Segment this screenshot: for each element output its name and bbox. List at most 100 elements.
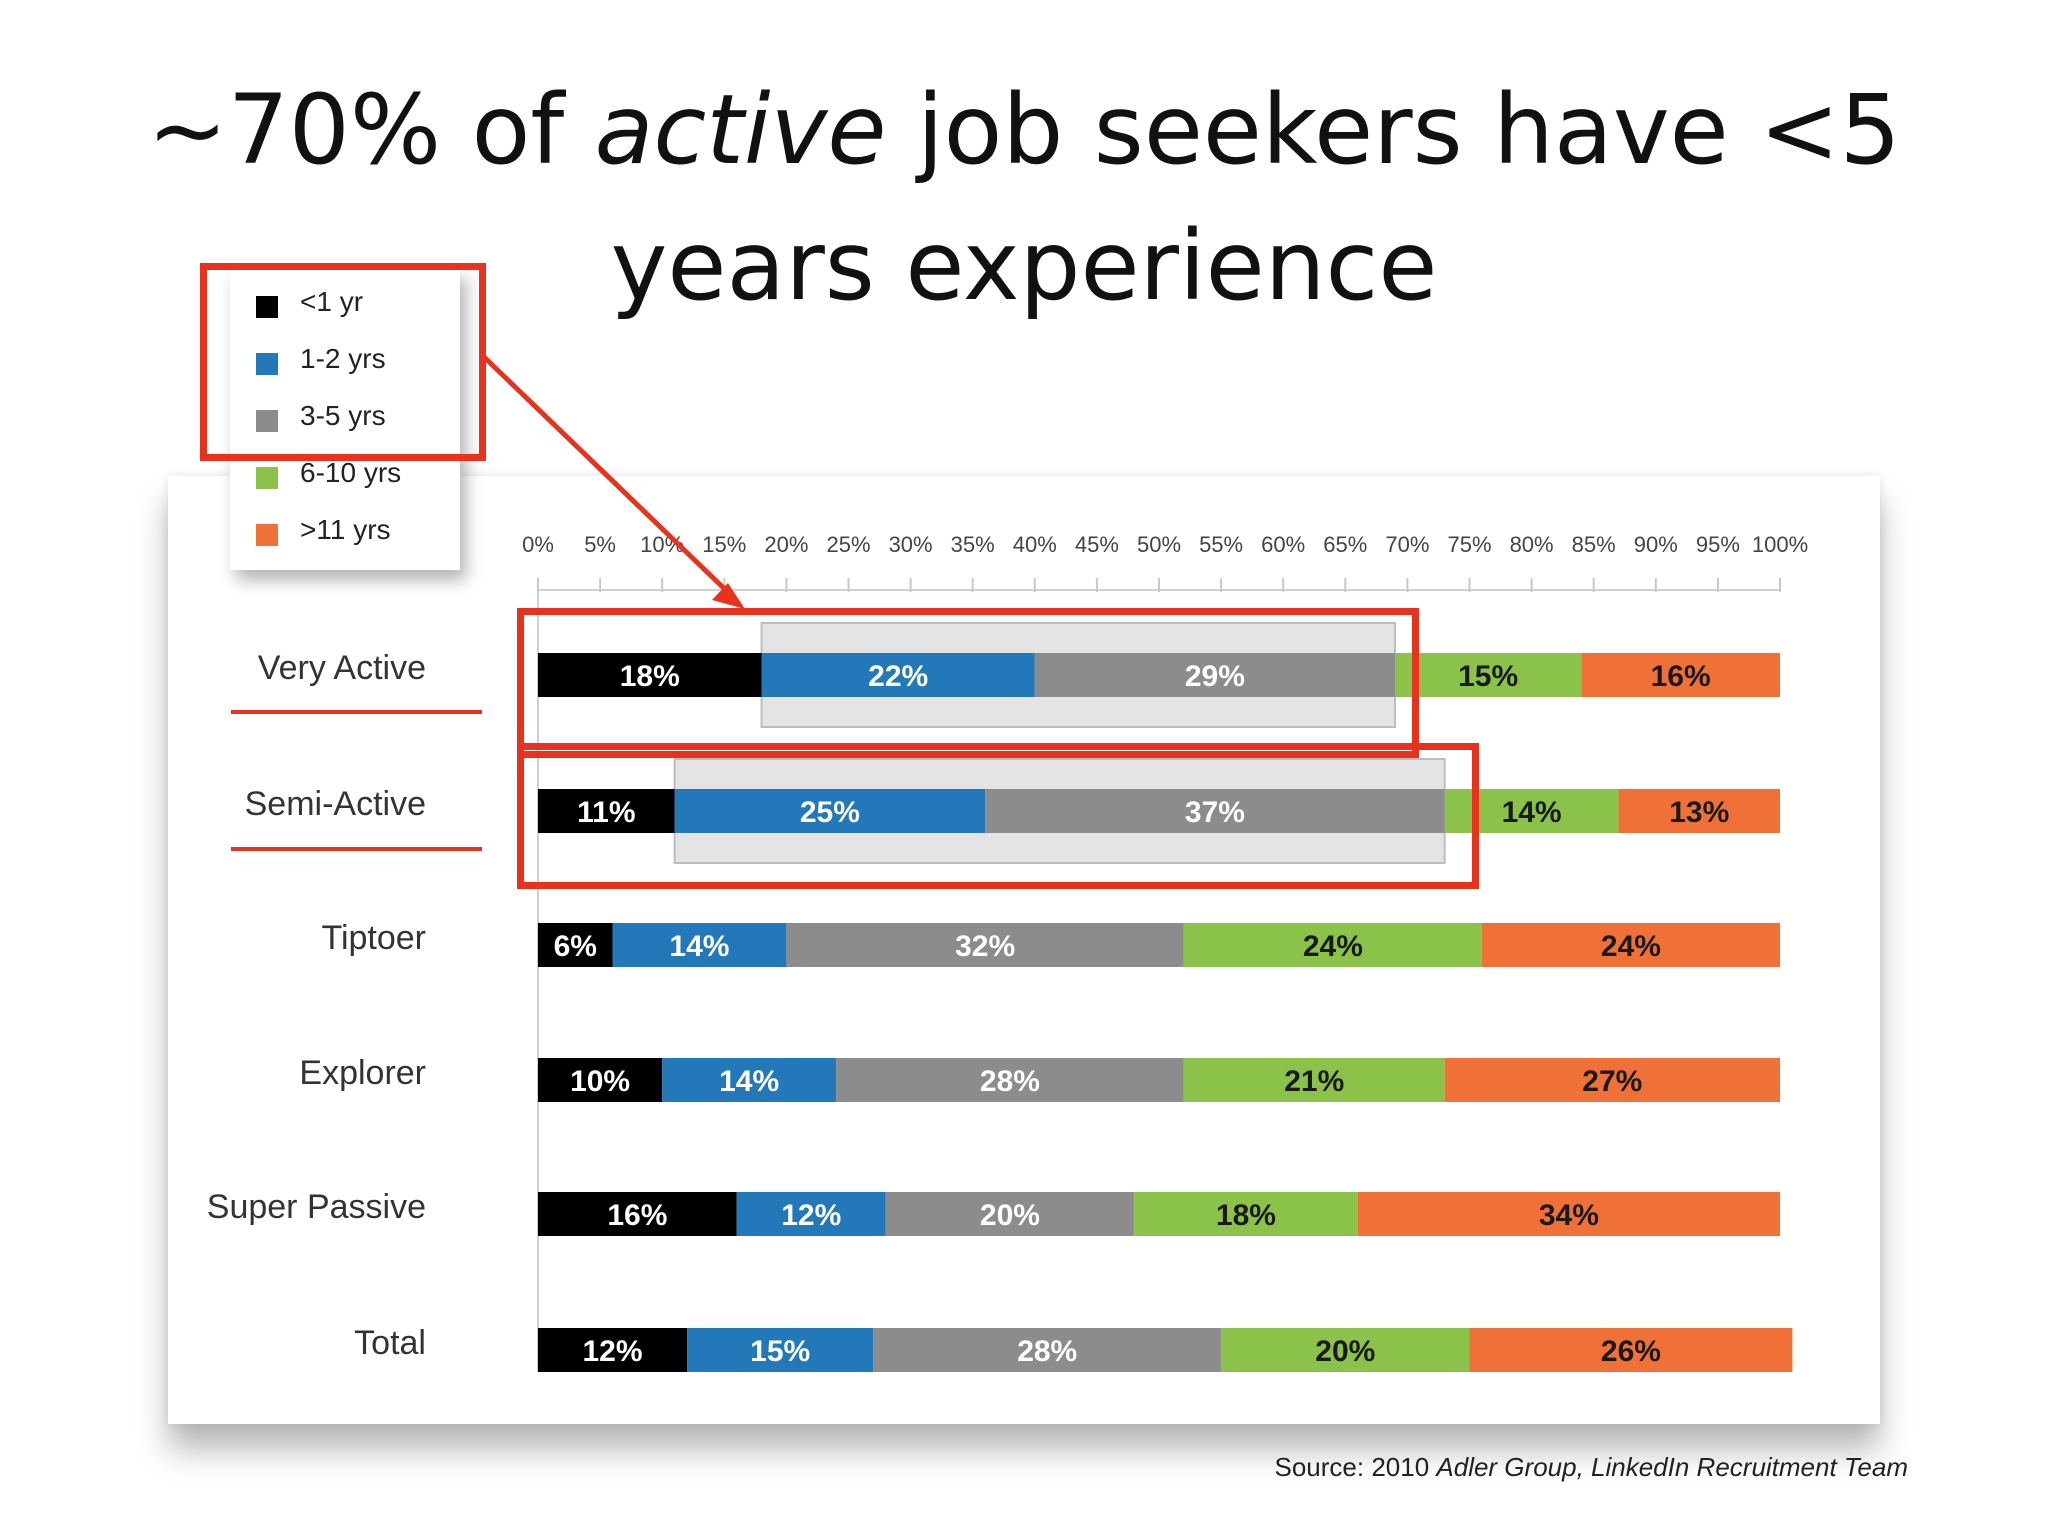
bar-segment: [1034, 653, 1395, 697]
category-label: Super Passive: [206, 1188, 426, 1226]
very-active-underline: [231, 710, 482, 714]
legend-swatch: [256, 410, 278, 432]
category-label: Tiptoer: [321, 919, 426, 957]
data-label: 22%: [868, 660, 928, 693]
category-label: Explorer: [299, 1054, 426, 1092]
bar-segment: [873, 1328, 1222, 1372]
arrow-line: [481, 354, 736, 600]
bar-segment: [761, 653, 1035, 697]
data-label: 28%: [980, 1065, 1040, 1098]
data-label: 14%: [1502, 796, 1562, 829]
x-tick-label: 100%: [1752, 532, 1808, 557]
bar-segment: [985, 789, 1445, 833]
data-label: 12%: [582, 1335, 642, 1368]
title-text-emphasis: active: [594, 74, 887, 186]
row-highlight-very-active: [517, 608, 1419, 758]
legend-label: 1-2 yrs: [300, 343, 386, 374]
source-prefix: Source: 2010: [1274, 1452, 1437, 1482]
bar-segment: [1394, 653, 1582, 697]
bar-segment: [1134, 1192, 1358, 1236]
data-label: 15%: [750, 1335, 810, 1368]
bar-segment: [538, 653, 762, 697]
data-label: 34%: [1539, 1199, 1599, 1232]
legend-swatch: [256, 524, 278, 546]
data-label: 37%: [1185, 796, 1245, 829]
bar-segment: [1481, 923, 1780, 967]
source-italic: Adler Group, LinkedIn Recruitment Team: [1436, 1452, 1908, 1482]
bar-segment: [736, 1192, 886, 1236]
data-label: 10%: [570, 1065, 630, 1098]
bar-segment: [538, 1328, 688, 1372]
x-tick-label: 75%: [1447, 532, 1491, 557]
bar-segment: [1618, 789, 1780, 833]
data-label: 18%: [1216, 1199, 1276, 1232]
legend-label: >11 yrs: [300, 514, 391, 545]
arrow-head: [712, 583, 745, 609]
bar-segment: [836, 1058, 1184, 1102]
data-label: 32%: [955, 930, 1015, 963]
legend-swatch: [256, 296, 278, 318]
bar-segment: [1469, 1328, 1793, 1372]
x-tick-label: 50%: [1137, 532, 1181, 557]
data-label: 11%: [577, 796, 635, 829]
data-label: 16%: [607, 1199, 667, 1232]
bar-segment: [538, 789, 675, 833]
legend-label: 6-10 yrs: [300, 457, 402, 488]
data-label: 20%: [1315, 1335, 1375, 1368]
bar-segment: [538, 923, 613, 967]
bar-segment: [1357, 1192, 1780, 1236]
x-tick-label: 55%: [1199, 532, 1243, 557]
bar-segment: [1183, 1058, 1445, 1102]
data-label: 14%: [719, 1065, 779, 1098]
bar-segment: [1183, 923, 1482, 967]
x-tick-label: 25%: [826, 532, 870, 557]
legend-swatch: [256, 467, 278, 489]
data-label: 24%: [1303, 930, 1363, 963]
bar-segment: [885, 1192, 1135, 1236]
legend-swatch: [256, 353, 278, 375]
title-text-post: job seekers have <5: [886, 74, 1901, 186]
source-note: Source: 2010 Adler Group, LinkedIn Recru…: [1275, 1452, 1909, 1483]
bar-segment: [687, 1328, 874, 1372]
page-title: ~70% of active job seekers have <5 years…: [0, 62, 2048, 334]
bar-segment: [538, 1192, 737, 1236]
x-tick-label: 85%: [1572, 532, 1616, 557]
bar-segment: [1221, 1328, 1470, 1372]
data-label: 20%: [980, 1199, 1040, 1232]
data-label: 28%: [1017, 1335, 1077, 1368]
category-label: Semi-Active: [244, 785, 426, 823]
x-tick-label: 80%: [1510, 532, 1554, 557]
legend-highlight-box: [200, 263, 486, 461]
legend-label: <1 yr: [300, 286, 364, 317]
x-tick-label: 70%: [1385, 532, 1429, 557]
category-label: Very Active: [257, 649, 426, 687]
data-label: 24%: [1601, 930, 1661, 963]
semi-active-underline: [231, 847, 482, 851]
title-line-1: ~70% of active job seekers have <5: [0, 62, 2048, 198]
row-highlight-semi-active: [517, 743, 1479, 889]
x-tick-label: 35%: [951, 532, 995, 557]
x-tick-label: 60%: [1261, 532, 1305, 557]
data-label: 27%: [1582, 1065, 1642, 1098]
bar-segment: [662, 1058, 837, 1102]
data-label: 29%: [1185, 660, 1245, 693]
x-tick-label: 40%: [1013, 532, 1057, 557]
x-tick-label: 0%: [522, 532, 554, 557]
bar-segment: [1444, 1058, 1780, 1102]
bar-segment: [538, 1058, 663, 1102]
data-label: 13%: [1669, 796, 1729, 829]
x-tick-label: 45%: [1075, 532, 1119, 557]
data-label: 15%: [1458, 660, 1518, 693]
legend-label: 3-5 yrs: [300, 400, 386, 431]
data-label: 12%: [781, 1199, 841, 1232]
title-text-pre: ~70% of: [147, 74, 595, 186]
bar-segment: [786, 923, 1184, 967]
bar-segment: [612, 923, 787, 967]
legend: <1 yr 1-2 yrs 3-5 yrs 6-10 yrs >11 yrs: [230, 268, 460, 570]
data-label: 25%: [800, 796, 860, 829]
x-tick-label: 15%: [702, 532, 746, 557]
data-label: 16%: [1651, 660, 1711, 693]
x-tick-label: 90%: [1634, 532, 1678, 557]
x-tick-label: 20%: [764, 532, 808, 557]
